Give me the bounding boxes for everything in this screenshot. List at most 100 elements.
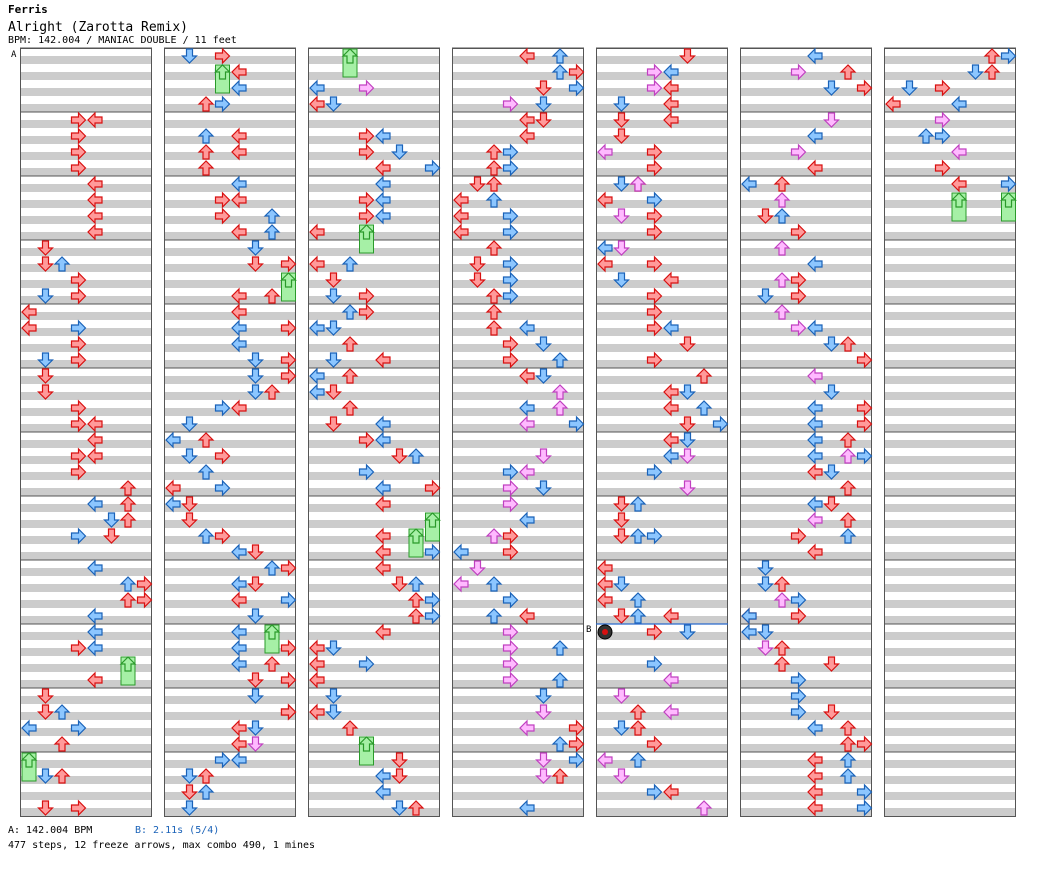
- beat-stripe: [20, 344, 152, 352]
- beat-stripe: [740, 440, 872, 448]
- red-arrow-shape: [341, 368, 359, 384]
- red-arrow: [856, 415, 873, 433]
- red-arrow: [983, 64, 1001, 80]
- red-arrow-shape: [87, 671, 103, 689]
- red-arrow: [197, 96, 215, 112]
- blue-arrow-shape: [773, 208, 791, 224]
- blue-arrow: [629, 496, 647, 512]
- beat-stripe: [596, 424, 728, 432]
- pink-arrow: [519, 719, 535, 737]
- blue-arrow: [502, 287, 519, 305]
- blue-arrow-shape: [375, 767, 391, 785]
- beat-stripe: [452, 88, 584, 96]
- blue-arrow-shape: [391, 144, 408, 160]
- red-arrow-shape: [358, 143, 375, 161]
- beat-stripe: [596, 520, 728, 528]
- blue-arrow-shape: [214, 399, 231, 417]
- beat-stripe: [596, 392, 728, 400]
- red-arrow-shape: [551, 768, 569, 784]
- blue-arrow-shape: [519, 511, 535, 529]
- beat-stripe: [452, 152, 584, 160]
- red-arrow-shape: [502, 335, 519, 353]
- red-arrow: [502, 543, 519, 561]
- red-arrow: [663, 431, 679, 449]
- beat-stripe: [20, 520, 152, 528]
- beat-stripe: [308, 504, 440, 512]
- blue-arrow: [551, 64, 569, 80]
- beat-stripe: [164, 120, 296, 128]
- red-arrow: [136, 591, 153, 609]
- pink-arrow: [663, 703, 679, 721]
- beat-stripe: [164, 248, 296, 256]
- beat-stripe: [308, 376, 440, 384]
- beat-stripe: [308, 424, 440, 432]
- freeze-arrow-head-shape: [341, 48, 359, 64]
- beat-stripe: [596, 568, 728, 576]
- red-arrow: [568, 63, 585, 81]
- red-arrow-shape: [375, 543, 391, 561]
- blue-arrow: [663, 63, 679, 81]
- beat-stripe: [20, 616, 152, 624]
- pink-arrow: [663, 671, 679, 689]
- beat-stripe: [20, 664, 152, 672]
- red-arrow: [309, 95, 325, 113]
- red-arrow: [485, 288, 503, 304]
- beat-stripe: [164, 728, 296, 736]
- blue-arrow-shape: [325, 320, 342, 336]
- red-arrow: [214, 447, 231, 465]
- beat-stripe: [308, 680, 440, 688]
- beat-stripe: [884, 696, 1016, 704]
- beat-stripe: [452, 248, 584, 256]
- red-arrow: [21, 319, 37, 337]
- beat-stripe: [452, 488, 584, 496]
- red-arrow: [358, 207, 375, 225]
- red-arrow-shape: [309, 639, 325, 657]
- beat-stripe: [596, 232, 728, 240]
- blue-arrow-shape: [37, 768, 54, 784]
- beat-stripe: [164, 808, 296, 816]
- blue-arrow: [197, 128, 215, 144]
- beat-stripe: [164, 696, 296, 704]
- red-arrow: [197, 432, 215, 448]
- red-arrow: [280, 255, 297, 273]
- red-arrow-shape: [37, 384, 54, 400]
- red-arrow-shape: [485, 240, 503, 256]
- blue-arrow: [197, 784, 215, 800]
- blue-arrow-shape: [197, 784, 215, 800]
- beat-stripe: [740, 616, 872, 624]
- beat-stripe: [308, 648, 440, 656]
- red-arrow: [773, 640, 791, 656]
- beat-stripe: [596, 248, 728, 256]
- blue-arrow-shape: [309, 79, 325, 97]
- legend-stop-b: B: 2.11s (5/4): [135, 825, 220, 836]
- pink-arrow-shape: [951, 143, 967, 161]
- pink-arrow: [773, 272, 791, 288]
- beat-stripe: [308, 632, 440, 640]
- beat-stripe: [740, 168, 872, 176]
- chart-column-border: [452, 48, 584, 817]
- freeze-arrow-head-shape: [1000, 192, 1017, 208]
- beat-stripe: [596, 600, 728, 608]
- red-arrow: [613, 512, 630, 528]
- pink-arrow: [679, 448, 696, 464]
- red-arrow-shape: [358, 207, 375, 225]
- red-arrow-shape: [646, 735, 663, 753]
- red-arrow: [839, 336, 857, 352]
- beat-stripe: [884, 728, 1016, 736]
- beat-stripe: [596, 504, 728, 512]
- blue-arrow: [37, 288, 54, 304]
- red-arrow: [53, 768, 71, 784]
- beat-stripe: [596, 280, 728, 288]
- red-arrow: [325, 416, 342, 432]
- beat-stripe: [308, 312, 440, 320]
- blue-arrow-shape: [247, 720, 264, 736]
- blue-arrow: [663, 447, 679, 465]
- beat-stripe: [20, 216, 152, 224]
- red-arrow-shape: [663, 783, 679, 801]
- freeze-arrow-head-shape: [950, 192, 968, 208]
- pink-arrow: [790, 63, 807, 81]
- blue-arrow-shape: [790, 703, 807, 721]
- blue-arrow: [551, 736, 569, 752]
- beat-stripe: [20, 312, 152, 320]
- freeze-arrow-head: [950, 192, 968, 208]
